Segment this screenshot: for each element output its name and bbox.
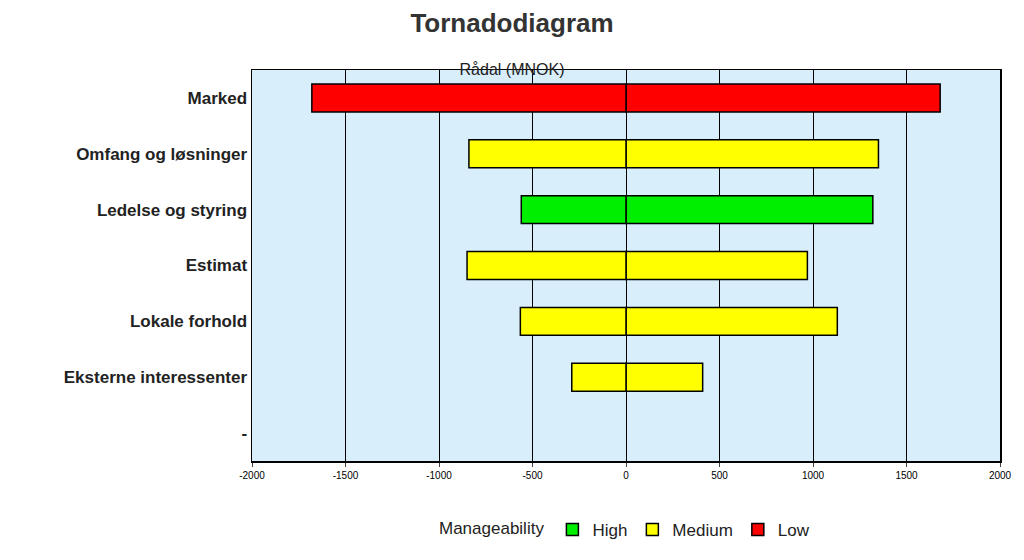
svg-text:Lokale forhold: Lokale forhold bbox=[130, 312, 247, 331]
svg-text:2000: 2000 bbox=[989, 470, 1012, 481]
svg-text:1000: 1000 bbox=[802, 470, 825, 481]
svg-text:Tornadodiagram: Tornadodiagram bbox=[410, 8, 613, 38]
svg-text:Rådal (MNOK): Rådal (MNOK) bbox=[460, 61, 565, 78]
svg-text:-1000: -1000 bbox=[426, 470, 452, 481]
svg-text:-2000: -2000 bbox=[239, 470, 265, 481]
svg-text:Medium: Medium bbox=[672, 521, 732, 540]
svg-text:-1500: -1500 bbox=[333, 470, 359, 481]
svg-text:Marked: Marked bbox=[188, 89, 248, 108]
svg-text:Eksterne interessenter: Eksterne interessenter bbox=[64, 368, 248, 387]
svg-text:Estimat: Estimat bbox=[186, 256, 248, 275]
svg-text:0: 0 bbox=[623, 470, 629, 481]
svg-text:High: High bbox=[592, 521, 627, 540]
svg-text:500: 500 bbox=[711, 470, 728, 481]
svg-text:1500: 1500 bbox=[895, 470, 918, 481]
svg-text:Ledelse og styring: Ledelse og styring bbox=[97, 201, 247, 220]
svg-text:Omfang og løsninger: Omfang og løsninger bbox=[76, 145, 247, 164]
svg-text:Manageability: Manageability bbox=[439, 519, 544, 538]
svg-text:-: - bbox=[241, 424, 247, 443]
svg-text:-500: -500 bbox=[522, 470, 542, 481]
svg-text:Low: Low bbox=[778, 521, 810, 540]
